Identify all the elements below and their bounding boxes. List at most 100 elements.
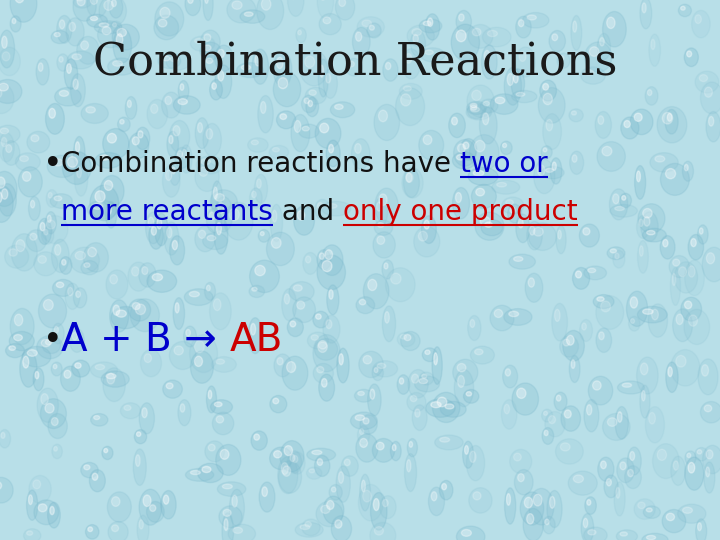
Ellipse shape [297, 211, 305, 220]
Ellipse shape [445, 404, 454, 409]
Ellipse shape [413, 35, 418, 43]
Ellipse shape [698, 359, 718, 395]
Ellipse shape [59, 90, 68, 96]
Ellipse shape [112, 0, 117, 6]
Ellipse shape [408, 369, 428, 398]
Ellipse shape [697, 450, 702, 454]
Ellipse shape [469, 451, 476, 462]
Ellipse shape [73, 0, 96, 21]
Ellipse shape [162, 56, 170, 61]
Ellipse shape [518, 20, 524, 26]
Ellipse shape [692, 10, 710, 38]
Ellipse shape [0, 191, 2, 203]
Ellipse shape [212, 356, 236, 372]
Ellipse shape [462, 530, 472, 536]
Ellipse shape [518, 219, 523, 228]
Ellipse shape [296, 28, 306, 43]
Ellipse shape [335, 520, 342, 528]
Ellipse shape [204, 282, 215, 300]
Ellipse shape [593, 381, 601, 390]
Ellipse shape [318, 341, 328, 353]
Ellipse shape [400, 334, 407, 339]
Ellipse shape [361, 480, 365, 492]
Ellipse shape [27, 350, 37, 356]
Ellipse shape [584, 400, 599, 432]
Ellipse shape [199, 230, 206, 239]
Ellipse shape [504, 404, 510, 414]
Ellipse shape [0, 185, 13, 222]
Ellipse shape [650, 153, 678, 172]
Ellipse shape [108, 522, 128, 540]
Ellipse shape [549, 30, 565, 52]
Ellipse shape [331, 516, 351, 540]
Ellipse shape [38, 294, 66, 328]
Ellipse shape [539, 87, 565, 123]
Ellipse shape [412, 29, 421, 36]
Ellipse shape [201, 159, 210, 165]
Ellipse shape [315, 199, 330, 220]
Ellipse shape [377, 236, 384, 245]
Ellipse shape [155, 213, 168, 246]
Ellipse shape [227, 0, 256, 23]
Ellipse shape [572, 155, 577, 163]
Ellipse shape [116, 310, 127, 317]
Ellipse shape [600, 38, 604, 46]
Ellipse shape [323, 496, 344, 524]
Ellipse shape [640, 0, 652, 29]
Ellipse shape [179, 80, 189, 101]
Ellipse shape [320, 123, 329, 133]
Ellipse shape [273, 147, 279, 152]
Ellipse shape [120, 403, 140, 418]
Ellipse shape [167, 227, 172, 238]
Text: AB: AB [230, 321, 283, 359]
Ellipse shape [379, 496, 396, 518]
Ellipse shape [382, 306, 395, 342]
Ellipse shape [166, 383, 173, 389]
Ellipse shape [318, 342, 327, 349]
Ellipse shape [45, 403, 54, 413]
Ellipse shape [397, 375, 410, 394]
Ellipse shape [560, 443, 570, 451]
Ellipse shape [542, 428, 554, 444]
Ellipse shape [48, 414, 67, 438]
Ellipse shape [244, 12, 253, 16]
Ellipse shape [279, 461, 302, 493]
Ellipse shape [451, 24, 480, 60]
Ellipse shape [93, 203, 103, 210]
Ellipse shape [295, 522, 323, 537]
Ellipse shape [137, 432, 141, 436]
Ellipse shape [98, 23, 123, 48]
Ellipse shape [309, 90, 316, 96]
Ellipse shape [138, 131, 143, 138]
Ellipse shape [473, 170, 484, 176]
Ellipse shape [317, 367, 324, 373]
Ellipse shape [302, 519, 320, 536]
Ellipse shape [685, 260, 704, 295]
Ellipse shape [215, 65, 232, 98]
Ellipse shape [0, 83, 9, 91]
Ellipse shape [258, 230, 269, 242]
Ellipse shape [237, 63, 264, 78]
Ellipse shape [652, 309, 658, 320]
Ellipse shape [152, 274, 163, 281]
Ellipse shape [273, 398, 279, 404]
Ellipse shape [271, 238, 281, 248]
Ellipse shape [77, 36, 99, 64]
Ellipse shape [425, 50, 433, 55]
Ellipse shape [451, 117, 457, 125]
Ellipse shape [309, 469, 315, 473]
Ellipse shape [139, 520, 143, 529]
Ellipse shape [49, 109, 55, 118]
Ellipse shape [194, 341, 204, 353]
Ellipse shape [354, 389, 373, 402]
Ellipse shape [597, 297, 604, 301]
Ellipse shape [287, 362, 296, 373]
Ellipse shape [29, 495, 32, 504]
Ellipse shape [702, 247, 720, 282]
Ellipse shape [428, 18, 433, 26]
Ellipse shape [109, 0, 122, 18]
Ellipse shape [458, 375, 464, 387]
Ellipse shape [359, 300, 366, 305]
Ellipse shape [636, 215, 649, 239]
Ellipse shape [12, 234, 37, 271]
